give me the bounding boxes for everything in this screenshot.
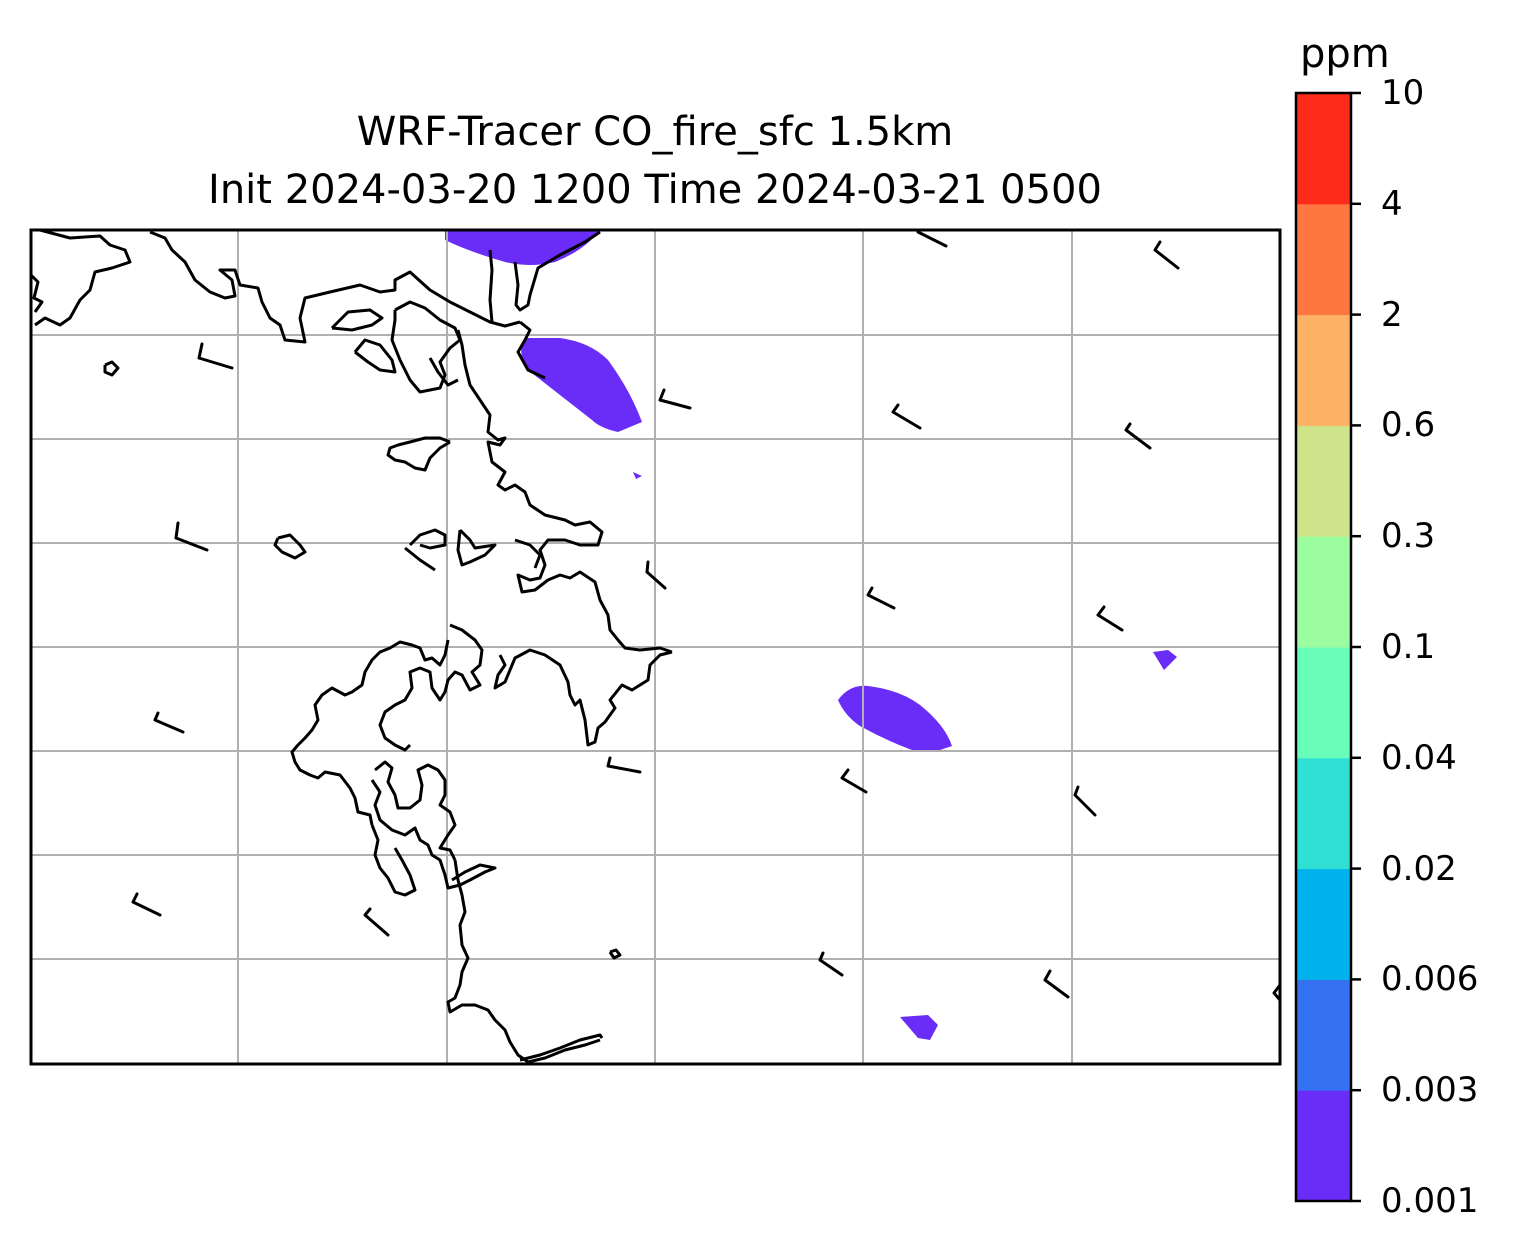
coastline: [378, 623, 484, 752]
coastline: [516, 320, 546, 380]
wind-barb: [1096, 605, 1124, 632]
tracer-plumes: [445, 230, 1177, 1040]
tracer-plume: [633, 472, 642, 479]
coastline: [370, 779, 497, 890]
wind-barbs: [131, 230, 1180, 999]
map-frame: [29, 228, 1282, 1066]
wind-barb: [1043, 969, 1070, 999]
coastline: [290, 639, 450, 826]
colorbar-tick-label: 0.1: [1381, 627, 1436, 667]
wind-barb: [818, 951, 844, 977]
colorbar-segment: [1296, 425, 1351, 537]
wind-barb: [866, 586, 896, 610]
colorbar-segment: [1296, 1090, 1351, 1202]
coastline: [488, 249, 494, 323]
wind-barb: [840, 768, 868, 794]
wind-barb: [1073, 785, 1097, 817]
colorbar-tick-label: 0.001: [1381, 1181, 1479, 1221]
colorbar: [1296, 91, 1361, 1203]
coastline: [149, 230, 521, 344]
wind-barb: [197, 342, 234, 370]
colorbar-unit-label: ppm: [1300, 31, 1390, 77]
tracer-plume: [521, 338, 642, 432]
coastline: [1272, 984, 1280, 1001]
colorbar-tick-label: 0.003: [1381, 1070, 1479, 1111]
wind-barb: [645, 560, 667, 590]
colorbar-tick-label: 0.3: [1381, 516, 1436, 557]
coastline: [386, 436, 451, 472]
colorbar-tick-label: 0.02: [1381, 848, 1457, 889]
tracer-plume: [838, 685, 952, 750]
wind-barb: [153, 711, 185, 734]
colorbar-tick-label: 10: [1381, 73, 1425, 113]
coastline: [31, 273, 44, 313]
coastline: [456, 528, 497, 567]
colorbar-segment: [1296, 757, 1351, 870]
colorbar-tick-label: 0.04: [1381, 737, 1457, 778]
colorbar-segment: [1296, 979, 1351, 1091]
coastline: [374, 760, 457, 861]
wind-barb: [1124, 422, 1152, 450]
wind-barb: [174, 521, 209, 552]
map-title-line-2: Init 2024-03-20 1200 Time 2024-03-21 050…: [208, 167, 1102, 213]
colorbar-segment: [1296, 93, 1351, 205]
coastline: [493, 648, 673, 747]
coastline: [34, 230, 132, 327]
coastline: [513, 230, 601, 312]
coastline: [370, 824, 417, 897]
coastline: [519, 1033, 604, 1062]
tracer-plume: [1153, 650, 1177, 670]
coastline: [456, 329, 673, 654]
wind-barb: [916, 230, 948, 248]
wind-barb: [891, 403, 922, 430]
colorbar-segment: [1296, 647, 1351, 759]
colorbar-frame: [1294, 91, 1353, 1203]
colorbar-tick-label: 0.6: [1381, 405, 1436, 446]
coastlines: [31, 230, 1280, 1064]
colorbar-segment: [1296, 203, 1351, 316]
coastline: [353, 338, 397, 374]
coastline: [390, 300, 462, 394]
colorbar-segment: [1296, 314, 1351, 426]
colorbar-segment: [1296, 868, 1351, 980]
coastline: [608, 948, 622, 960]
colorbar-tick-label: 0.006: [1381, 959, 1479, 1000]
coastline: [404, 546, 436, 572]
wind-barb: [658, 388, 692, 410]
gridlines: [31, 230, 1280, 1064]
coastline: [330, 308, 384, 332]
wind-barb: [131, 892, 162, 917]
tracer-plume: [900, 1015, 938, 1040]
wind-barb: [363, 907, 390, 937]
coastline: [446, 859, 601, 1064]
colorbar-segment: [1296, 536, 1351, 648]
coastline: [273, 533, 307, 560]
coastline: [103, 360, 120, 377]
coastline: [514, 538, 542, 569]
wind-barb: [1153, 240, 1180, 270]
coastline: [428, 357, 459, 387]
map-title-line-1: WRF-Tracer CO_fire_sfc 1.5km: [356, 109, 954, 155]
wind-barb: [606, 756, 642, 774]
colorbar-tick-label: 4: [1381, 183, 1403, 224]
colorbar-tick-label: 2: [1381, 294, 1403, 335]
tracer-plume: [445, 230, 600, 265]
coastline: [408, 528, 447, 550]
